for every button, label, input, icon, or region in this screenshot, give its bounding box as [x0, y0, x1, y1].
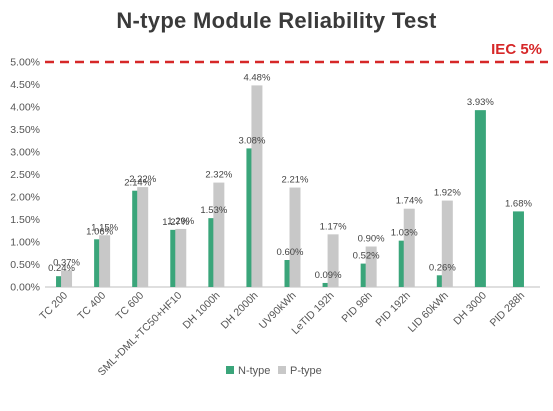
x-category-label: PID 192h: [373, 290, 413, 330]
n-type-data-label: 1.53%: [200, 205, 227, 216]
legend: N-type P-type: [226, 365, 322, 377]
x-category-label: LID 60kWh: [406, 290, 451, 335]
p-type-bar: [99, 235, 111, 287]
n-type-data-label: 3.08%: [238, 135, 265, 146]
p-type-bar: [403, 208, 415, 287]
n-type-data-label: 3.93%: [467, 97, 494, 108]
y-tick-label: 2.50%: [10, 169, 40, 181]
x-category-label: TC 600: [113, 290, 146, 323]
n-type-data-label: 0.60%: [277, 247, 304, 258]
x-category-label: PID 96h: [339, 290, 374, 325]
p-type-data-label: 0.37%: [53, 257, 80, 268]
y-tick-label: 2.00%: [10, 192, 40, 204]
p-type-data-label: 2.22%: [129, 174, 156, 185]
y-tick-label: 3.50%: [10, 124, 40, 136]
p-type-data-label: 1.29%: [167, 216, 194, 227]
bars: [56, 85, 524, 288]
p-type-data-label: 1.15%: [91, 222, 118, 233]
x-category-label: DH 1000h: [181, 290, 223, 332]
y-tick-label: 4.00%: [10, 102, 40, 114]
p-type-bar: [137, 187, 149, 287]
legend-swatch-n-type: [226, 366, 234, 374]
x-category-label: TC 400: [75, 290, 108, 323]
p-type-bar: [213, 182, 225, 287]
p-type-data-label: 2.21%: [282, 175, 309, 186]
y-tick-label: 5.00%: [10, 57, 40, 69]
legend-label-n-type: N-type: [238, 365, 270, 377]
n-type-data-label: 1.03%: [391, 228, 418, 239]
y-tick-label: 0.00%: [10, 282, 40, 294]
p-type-bar: [289, 187, 301, 287]
n-type-data-label: 1.06%: [86, 226, 113, 237]
n-type-data-label: 0.24%: [48, 263, 75, 274]
y-tick-label: 3.00%: [10, 147, 40, 159]
chart-title: N-type Module Reliability Test: [116, 8, 437, 33]
p-type-data-label: 1.92%: [434, 188, 461, 199]
p-type-bar: [61, 270, 73, 287]
p-type-data-label: 1.74%: [396, 196, 423, 207]
p-type-data-label: 4.48%: [243, 72, 270, 83]
y-tick-label: 0.50%: [10, 259, 40, 271]
n-type-data-label: 0.26%: [429, 262, 456, 273]
n-type-data-label: 0.09%: [315, 270, 342, 281]
y-tick-label: 1.50%: [10, 214, 40, 226]
p-type-bar: [365, 246, 377, 287]
n-type-data-label: 1.27%: [162, 217, 189, 228]
reference-line-group: IEC 5%: [45, 41, 548, 64]
x-category-label: TC 200: [37, 290, 70, 323]
p-type-data-label: 1.17%: [320, 221, 347, 232]
reference-line-label: IEC 5%: [491, 41, 542, 58]
n-type-data-label: 0.52%: [353, 251, 380, 262]
y-tick-label: 1.00%: [10, 237, 40, 249]
x-category-label: DH 2000h: [219, 290, 261, 332]
n-type-data-label: 2.14%: [124, 178, 151, 189]
y-axis: 0.00% 0.50% 1.00% 1.50% 2.00% 2.50% 3.00% 3.50%…: [10, 57, 540, 294]
n-type-data-label: 1.68%: [505, 198, 532, 209]
p-type-bar: [327, 234, 339, 287]
data-labels: 0.24% 1.06% 2.14% 1.27% 1.53% 3.08% 0.60% 0.09%…: [48, 72, 532, 281]
legend-swatch-p-type: [278, 366, 286, 374]
p-type-bar: [251, 85, 263, 288]
p-type-data-label: 0.90%: [358, 234, 385, 245]
legend-label-p-type: P-type: [290, 365, 322, 377]
p-type-data-label: 2.32%: [205, 170, 232, 181]
n-type-bar: [474, 110, 486, 288]
p-type-bar: [175, 228, 187, 287]
x-category-label: PID 288h: [488, 290, 528, 330]
x-category-label: DH 3000: [451, 290, 489, 328]
y-tick-label: 4.50%: [10, 79, 40, 91]
p-type-bar: [441, 200, 453, 287]
n-type-bar: [512, 211, 524, 287]
